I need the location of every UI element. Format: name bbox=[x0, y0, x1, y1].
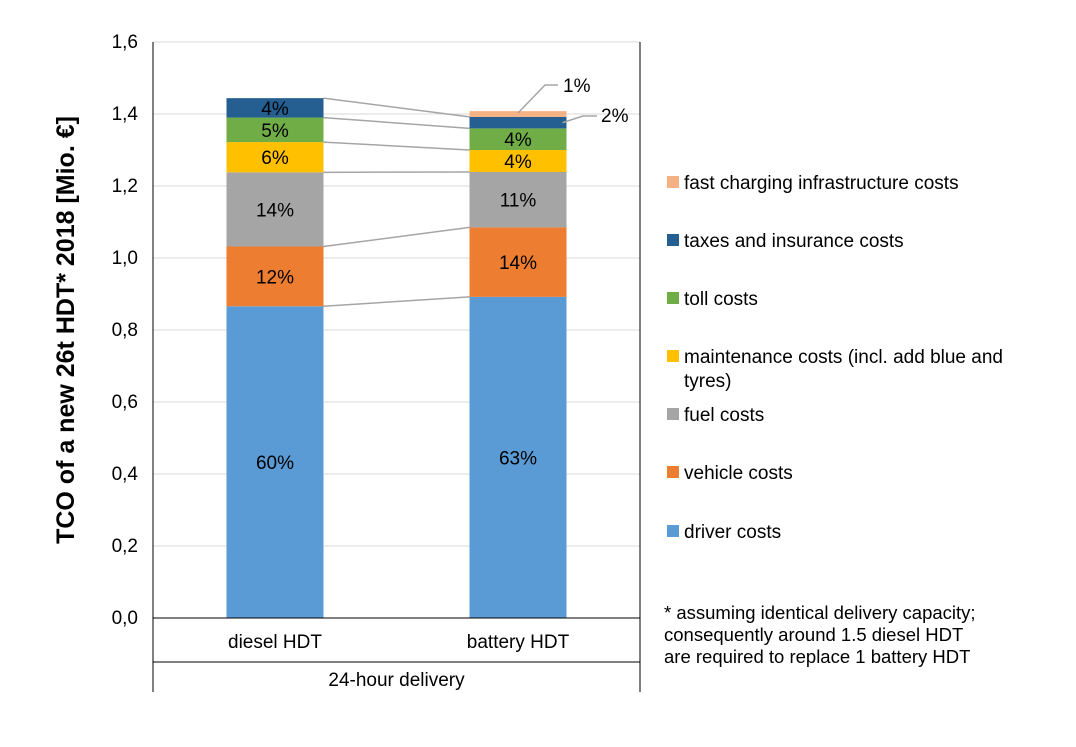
segment-label: 5% bbox=[261, 121, 289, 142]
gridlines bbox=[153, 41, 640, 547]
callout-label: 2% bbox=[601, 106, 629, 127]
bar-segment bbox=[469, 171, 567, 228]
callout-label: 1% bbox=[563, 76, 591, 97]
connector-lines bbox=[323, 97, 470, 307]
bar-segment bbox=[469, 150, 567, 172]
bar-segment bbox=[226, 172, 324, 247]
legend-label: driver costs bbox=[684, 522, 781, 543]
footnote-line: consequently around 1.5 diesel HDT bbox=[664, 624, 963, 645]
bar-segment bbox=[226, 246, 324, 307]
y-tick-label: 1,4 bbox=[112, 104, 139, 125]
segment-label: 4% bbox=[504, 152, 532, 173]
x-tick-label: battery HDT bbox=[467, 632, 570, 653]
connector-line bbox=[323, 141, 470, 151]
footnote: * assuming identical delivery capacity;c… bbox=[664, 602, 976, 667]
connector-line bbox=[323, 97, 470, 118]
y-axis-label: TCO of a new 26t HDT* 2018 [Mio. €] bbox=[52, 116, 80, 544]
legend-label: maintenance costs (incl. add blue and tyr… bbox=[684, 347, 1003, 392]
legend-swatch bbox=[667, 408, 679, 420]
connector-line bbox=[323, 116, 470, 130]
segment-label: 4% bbox=[504, 130, 532, 151]
callout-line bbox=[517, 84, 558, 114]
x-axis-label: 24-hour delivery bbox=[328, 670, 465, 691]
legend-label: vehicle costs bbox=[684, 463, 793, 484]
bar-segment bbox=[226, 306, 324, 618]
y-tick-labels: 0,0 0,2 0,4 0,6 0,8 1,0 1,2 1,4 1,6 bbox=[112, 32, 139, 629]
y-tick-label: 1,2 bbox=[112, 176, 138, 197]
legend-swatch bbox=[667, 176, 679, 188]
connector-line bbox=[323, 296, 470, 307]
bar-segment bbox=[469, 116, 567, 129]
segment-label: 14% bbox=[256, 200, 294, 221]
segment-label: 6% bbox=[261, 148, 289, 169]
footnote-line: * assuming identical delivery capacity; bbox=[664, 602, 976, 623]
callout-line bbox=[562, 115, 597, 124]
segment-label: 60% bbox=[256, 453, 294, 474]
bar-segment bbox=[469, 111, 567, 117]
bars bbox=[226, 98, 567, 618]
legend-swatch bbox=[667, 234, 679, 246]
legend-label: fast charging infrastructure costs bbox=[684, 173, 959, 194]
segment-labels: 60%12%14%6%5%4%63%14%11%4%4%2%1% bbox=[256, 76, 629, 474]
segment-label: 12% bbox=[256, 267, 294, 288]
y-tick-label: 0,6 bbox=[112, 392, 138, 413]
bar-segment bbox=[226, 142, 324, 173]
legend-swatch bbox=[667, 466, 679, 478]
bar-segment bbox=[226, 117, 324, 143]
x-tick-label: diesel HDT bbox=[228, 632, 322, 653]
bar-segment bbox=[469, 227, 567, 297]
legend-label: taxes and insurance costs bbox=[684, 231, 904, 252]
bar-segment bbox=[469, 296, 567, 618]
legend-swatch bbox=[667, 350, 679, 362]
legend-label: fuel costs bbox=[684, 405, 764, 426]
y-tick-label: 0,2 bbox=[112, 536, 138, 557]
x-tick-labels: diesel HDT battery HDT bbox=[228, 632, 570, 653]
bar-segment bbox=[469, 128, 567, 150]
legend: fast charging infrastructure costs taxes … bbox=[667, 173, 1003, 543]
bar-segment bbox=[226, 98, 324, 118]
legend-label: toll costs bbox=[684, 289, 758, 310]
legend-swatch bbox=[667, 292, 679, 304]
segment-label: 14% bbox=[499, 253, 537, 274]
y-tick-label: 1,0 bbox=[112, 248, 138, 269]
y-tick-label: 0,4 bbox=[112, 464, 139, 485]
segment-label: 63% bbox=[499, 448, 537, 469]
segment-label: 4% bbox=[261, 99, 289, 120]
y-tick-label: 0,0 bbox=[112, 608, 138, 629]
legend-swatch bbox=[667, 525, 679, 537]
connector-line bbox=[323, 226, 470, 248]
y-tick-label: 1,6 bbox=[112, 32, 138, 53]
footnote-line: are required to replace 1 battery HDT bbox=[664, 646, 970, 667]
axes bbox=[152, 42, 641, 692]
y-tick-label: 0,8 bbox=[112, 320, 138, 341]
segment-label: 11% bbox=[500, 191, 537, 212]
